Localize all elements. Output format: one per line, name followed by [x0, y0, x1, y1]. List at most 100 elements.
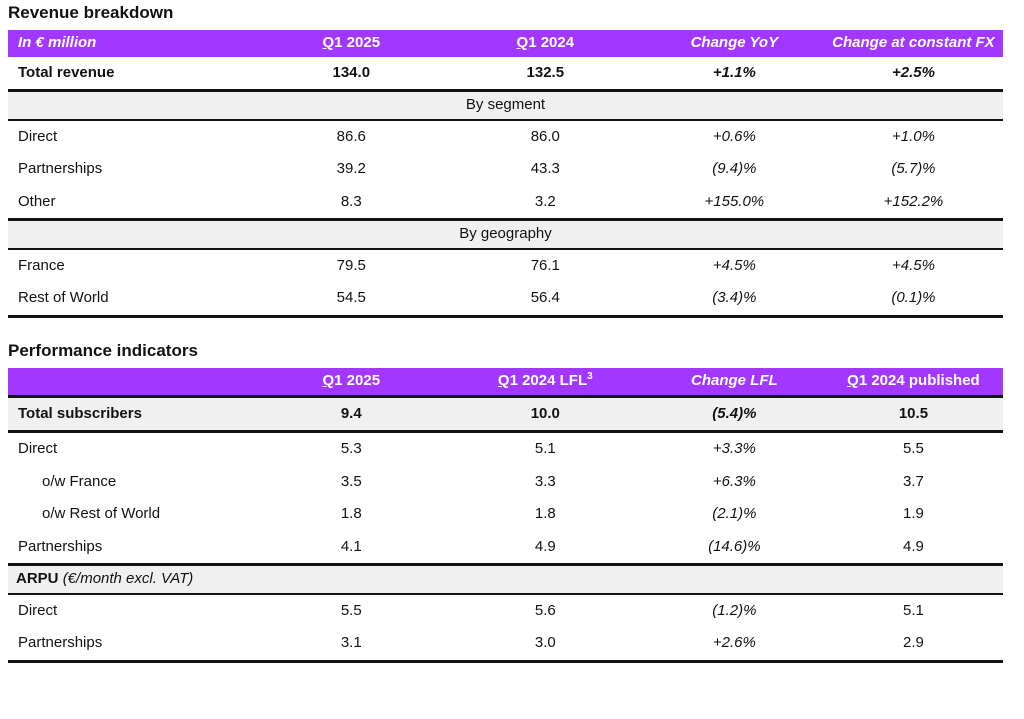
section-band-by-geography: By geography [8, 219, 1003, 250]
col-header-q1-2024-published: Q1 2024 published [823, 367, 1003, 398]
row-label: Other [8, 185, 257, 222]
value-cell: 2.9 [823, 627, 1003, 663]
value-cell: 54.5 [256, 282, 446, 318]
value-cell: 79.5 [336, 256, 366, 274]
value-cell: 3.1 [256, 627, 446, 663]
change-cell: +1.1% [644, 56, 824, 93]
value-cell: 5.1 [534, 440, 556, 457]
row-label: o/w Rest of World [42, 505, 161, 522]
change-cell: +4.5% [712, 256, 756, 274]
arpu-unit-label: (€/month excl. VAT) [62, 570, 194, 587]
table-row-direct-subscribers: Direct 5.3 5.1 +3.3% 5.5 [8, 432, 1003, 466]
total-revenue-row: Total revenue 134.0 132.5 +1.1% +2.5% [8, 56, 1003, 93]
col-header-blank [8, 367, 257, 398]
value-cell: 5.1 [903, 601, 924, 619]
value-cell: 10.0 [445, 396, 645, 433]
table-row-ow-france: o/w France 3.5 3.3 +6.3% 3.7 [8, 466, 1003, 499]
table-row-partnerships-subscribers: Partnerships 4.1 4.9 (14.6)% 4.9 [8, 530, 1003, 566]
row-label: Partnerships [8, 627, 257, 663]
change-cell: +3.3% [712, 440, 756, 457]
value-cell: 9.4 [256, 396, 446, 433]
row-label: Direct [18, 127, 58, 145]
row-label: o/w France [42, 472, 117, 490]
revenue-header-row: In € million Q1 2025 Q1 2024 Change YoY … [8, 30, 1003, 57]
arpu-label: ARPU [16, 570, 59, 587]
col-header-q1-2024: Q1 2024 [445, 30, 645, 57]
col-header-in-eur-million: In € million [8, 30, 257, 57]
section-band-by-segment: By segment [8, 90, 1003, 121]
band-label-arpu: ARPU (€/month excl. VAT) [8, 564, 1003, 595]
change-cell: +152.2% [823, 185, 1003, 222]
section-band-arpu: ARPU (€/month excl. VAT) [8, 564, 1003, 595]
value-cell: 86.6 [336, 127, 366, 145]
value-cell: 39.2 [336, 160, 366, 178]
table-row-direct: Direct 86.6 86.0 +0.6% +1.0% [8, 120, 1003, 154]
value-cell: 4.9 [823, 530, 1003, 566]
table-row-partnerships: Partnerships 39.2 43.3 (9.4)% (5.7)% [8, 153, 1003, 186]
row-label: France [18, 256, 65, 274]
value-cell: 86.0 [530, 127, 560, 145]
change-cell: +155.0% [644, 185, 824, 222]
change-cell: +2.5% [823, 56, 1003, 93]
table-row-ow-rest-of-world: o/w Rest of World 1.8 1.8 (2.1)% 1.9 [8, 498, 1003, 531]
change-cell: (5.4)% [644, 396, 824, 433]
value-cell: 1.8 [534, 505, 556, 522]
value-cell: 4.1 [256, 530, 446, 566]
col-header-q1-2024-lfl: Q1 2024 LFL3 [445, 367, 645, 398]
value-cell: 76.1 [530, 256, 560, 274]
value-cell: 3.5 [340, 472, 362, 490]
performance-header-row: Q1 2025 Q1 2024 LFL3 Change LFL Q1 2024 … [8, 367, 1003, 398]
change-cell: +0.6% [712, 127, 756, 145]
value-cell: 43.3 [530, 160, 560, 178]
row-label: Direct [18, 440, 58, 457]
row-label: Total revenue [8, 56, 257, 93]
row-label: Total subscribers [8, 396, 257, 433]
value-cell: 3.3 [534, 472, 556, 490]
value-cell: 5.5 [340, 601, 362, 619]
change-cell: (14.6)% [644, 530, 824, 566]
revenue-breakdown-title: Revenue breakdown [8, 3, 174, 22]
change-cell: (0.1)% [823, 282, 1003, 318]
value-cell: 132.5 [445, 56, 645, 93]
change-cell: +6.3% [712, 472, 756, 490]
value-cell: 134.0 [256, 56, 446, 93]
change-cell: +4.5% [891, 256, 935, 274]
value-cell: 4.9 [445, 530, 645, 566]
row-label: Partnerships [8, 530, 257, 566]
value-cell: 8.3 [256, 185, 446, 222]
value-cell: 10.5 [823, 396, 1003, 433]
table-row-france: France 79.5 76.1 +4.5% +4.5% [8, 249, 1003, 283]
performance-indicators-title: Performance indicators [8, 340, 198, 360]
change-cell: (3.4)% [644, 282, 824, 318]
report-page: Revenue breakdown In € million Q1 2025 Q… [8, 3, 1003, 663]
col-header-q1-2025: Q1 2025 [256, 367, 446, 398]
value-cell: 5.3 [340, 440, 362, 457]
table-row-rest-of-world: Rest of World 54.5 56.4 (3.4)% (0.1)% [8, 282, 1003, 318]
change-cell: +1.0% [891, 127, 935, 145]
change-cell: (5.7)% [891, 160, 936, 178]
band-label: By geography [8, 219, 1003, 250]
row-label: Rest of World [8, 282, 257, 318]
value-cell: 56.4 [445, 282, 645, 318]
change-cell: (2.1)% [712, 505, 757, 522]
performance-table: Q1 2025 Q1 2024 LFL3 Change LFL Q1 2024 … [8, 367, 1003, 663]
value-cell: 3.0 [445, 627, 645, 663]
row-label: Direct [18, 601, 58, 619]
value-cell: 1.8 [340, 505, 362, 522]
table-row-partnerships-arpu: Partnerships 3.1 3.0 +2.6% 2.9 [8, 627, 1003, 663]
col-header-change-constant-fx: Change at constant FX [823, 30, 1003, 57]
revenue-table: In € million Q1 2025 Q1 2024 Change YoY … [8, 30, 1003, 318]
col-header-change-lfl: Change LFL [644, 367, 824, 398]
col-header-change-yoy: Change YoY [644, 30, 824, 57]
footnote-marker: 3 [587, 370, 593, 382]
change-cell: +2.6% [644, 627, 824, 663]
change-cell: (1.2)% [712, 601, 757, 619]
total-subscribers-row: Total subscribers 9.4 10.0 (5.4)% 10.5 [8, 396, 1003, 433]
change-cell: (9.4)% [712, 160, 757, 178]
row-label: Partnerships [18, 160, 103, 178]
value-cell: 5.6 [534, 601, 556, 619]
table-row-direct-arpu: Direct 5.5 5.6 (1.2)% 5.1 [8, 594, 1003, 628]
value-cell: 5.5 [903, 440, 924, 457]
value-cell: 3.7 [903, 472, 924, 490]
value-cell: 3.2 [445, 185, 645, 222]
